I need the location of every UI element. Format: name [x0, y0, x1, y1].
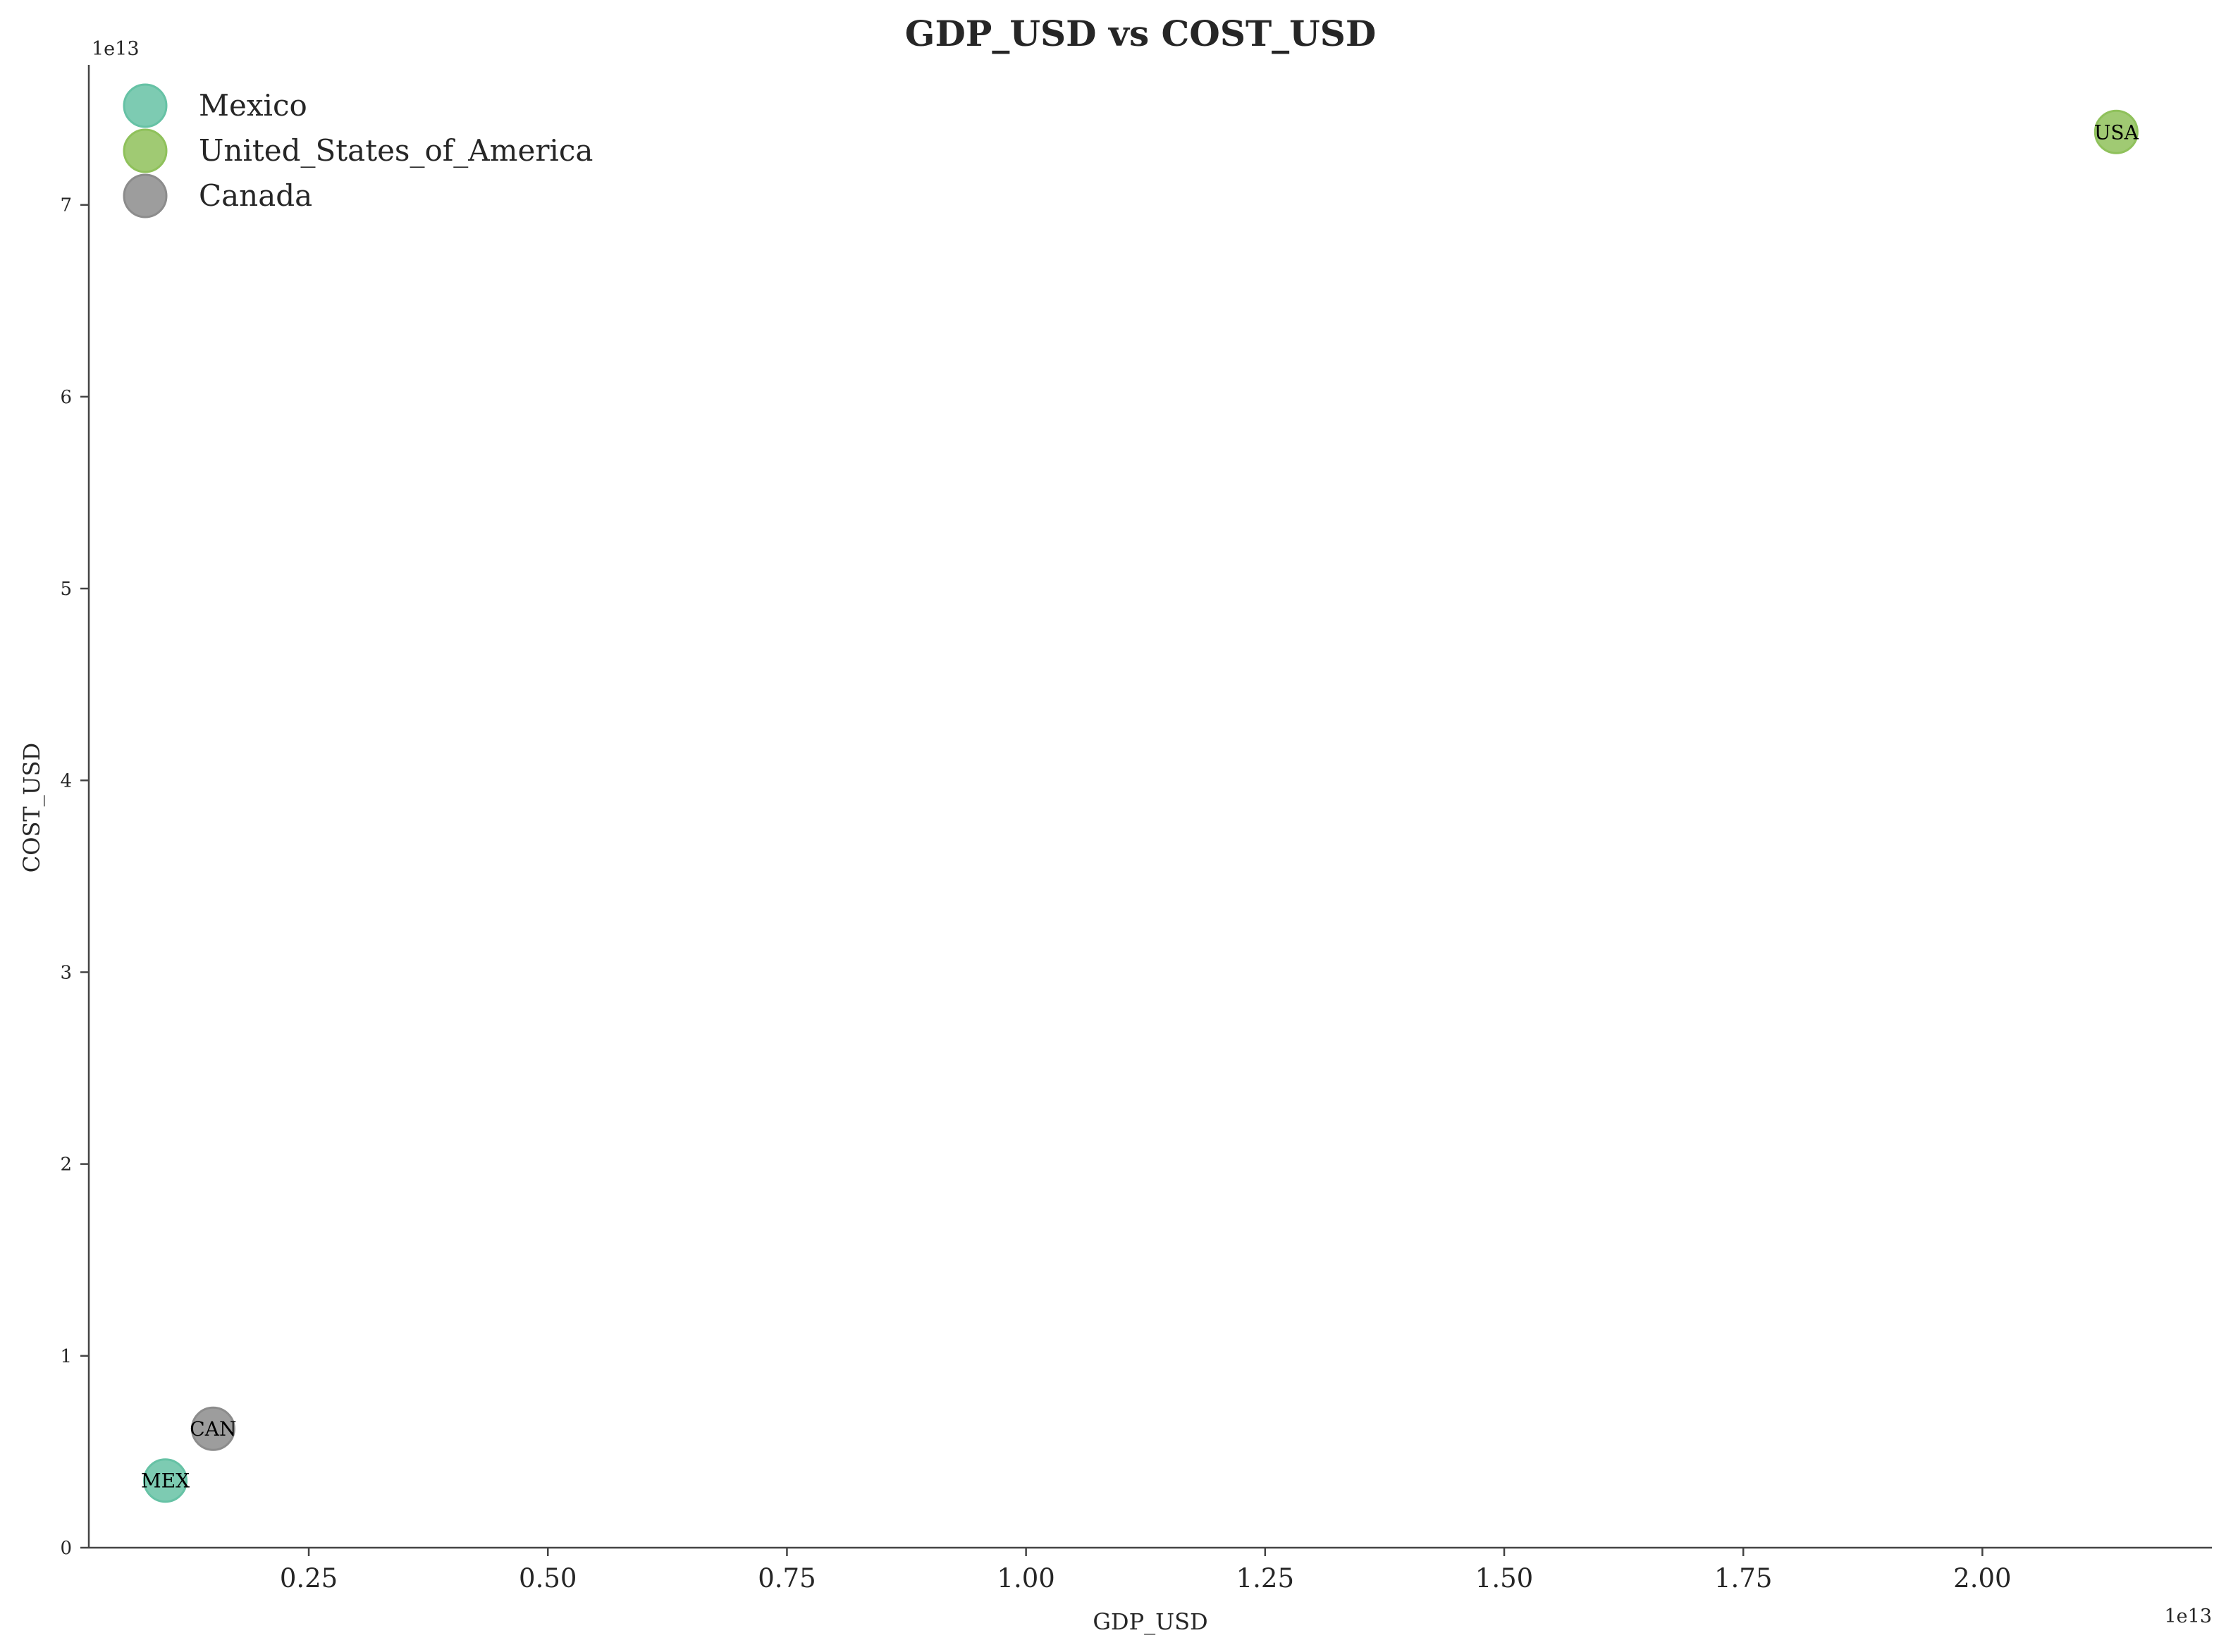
x-tick-label: 0.75 [758, 1563, 816, 1594]
point-label-usa: USA [2094, 121, 2139, 144]
data-points: MEX USA CAN [141, 109, 2139, 1503]
y-tick-label: 2 [60, 1154, 72, 1176]
x-tick-label: 2.00 [1953, 1563, 2011, 1594]
y-tick-label: 4 [60, 770, 72, 791]
legend-label: United_States_of_America [199, 133, 593, 168]
y-tick-label: 5 [60, 579, 72, 600]
x-ticks: 0.25 0.50 0.75 1.00 1.25 1.50 1.75 2.00 [280, 1548, 2012, 1594]
legend-marker [123, 128, 168, 173]
legend-marker [123, 173, 168, 218]
y-offset-label: 1e13 [92, 38, 140, 60]
x-tick-label: 0.25 [280, 1563, 338, 1594]
legend: Mexico United_States_of_America Canada [123, 83, 593, 218]
data-point-can [190, 1406, 235, 1451]
x-tick-label: 1.00 [997, 1563, 1054, 1594]
legend-marker [123, 83, 168, 128]
legend-label: Canada [199, 178, 312, 213]
point-label-mex: MEX [141, 1469, 190, 1493]
y-ticks: 0 1 2 3 4 5 6 7 [60, 195, 89, 1559]
y-tick-label: 7 [60, 195, 72, 216]
y-tick-label: 6 [60, 387, 72, 408]
y-tick-label: 3 [60, 962, 72, 983]
x-tick-label: 0.50 [519, 1563, 577, 1594]
x-tick-label: 1.50 [1475, 1563, 1533, 1594]
chart-title: GDP_USD vs COST_USD [905, 13, 1376, 54]
x-tick-label: 1.75 [1714, 1563, 1772, 1594]
x-tick-label: 1.25 [1236, 1563, 1294, 1594]
x-offset-label: 1e13 [2164, 1605, 2212, 1627]
legend-label: Mexico [199, 88, 307, 123]
data-point-usa [2093, 109, 2139, 154]
y-tick-label: 0 [60, 1538, 72, 1559]
y-tick-label: 1 [60, 1346, 72, 1367]
x-axis-label: GDP_USD [1093, 1608, 1207, 1635]
data-point-mex [143, 1458, 188, 1503]
y-axis-label: COST_USD [18, 743, 45, 873]
point-label-can: CAN [190, 1417, 236, 1441]
